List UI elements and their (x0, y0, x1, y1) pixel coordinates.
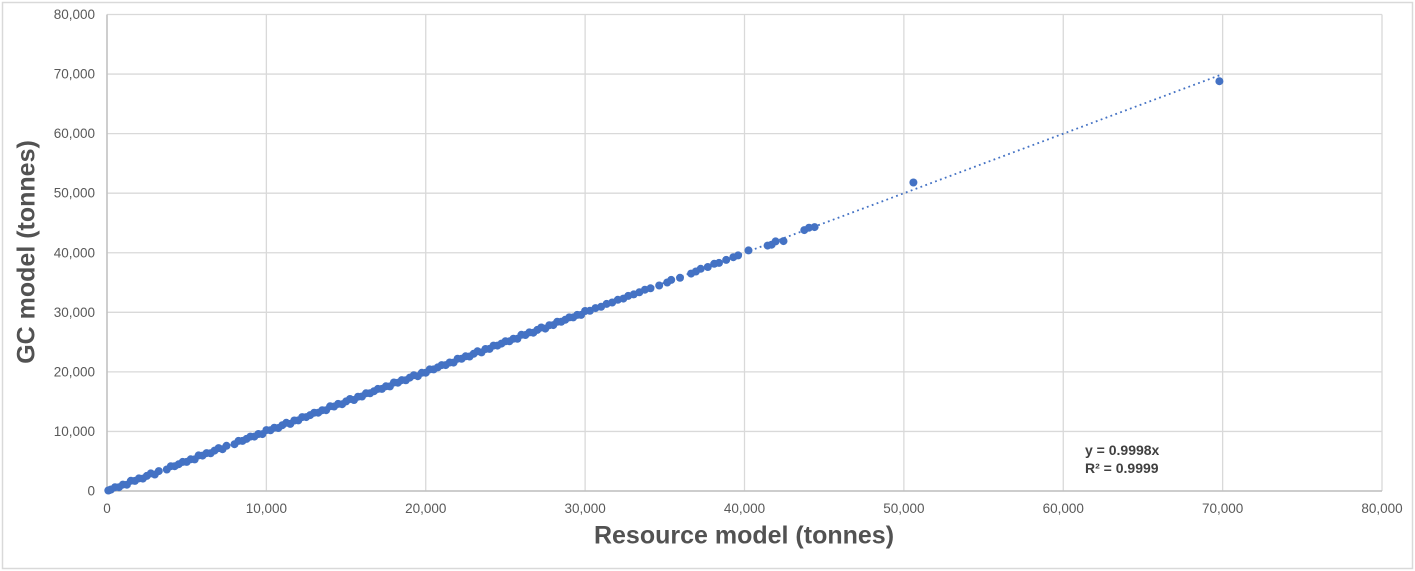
y-tick-label: 10,000 (54, 424, 95, 439)
data-point (667, 275, 676, 284)
y-tick-labels: 0 10,000 20,000 30,000 40,000 50,000 60,000 70,… (54, 7, 95, 499)
y-tick-label: 30,000 (54, 305, 95, 320)
data-point (734, 251, 743, 260)
x-tick-label: 40,000 (724, 501, 765, 516)
y-tick-label: 50,000 (54, 186, 95, 201)
data-point (676, 273, 684, 282)
data-point (771, 237, 780, 246)
y-axis-title: GC model (tonnes) (12, 140, 41, 364)
data-point (222, 441, 231, 450)
data-point (703, 263, 712, 271)
data-point (715, 258, 723, 267)
data-point (1215, 77, 1224, 86)
y-tick-label: 20,000 (54, 364, 95, 379)
trendline-equation-line: y = 0.9998x (1085, 442, 1160, 458)
y-tick-label: 70,000 (54, 67, 95, 82)
trendline-equation: y = 0.9998x R² = 0.9999 (1085, 441, 1159, 477)
data-point (810, 223, 819, 232)
data-point (909, 178, 918, 187)
data-point (744, 246, 753, 255)
data-point (696, 264, 705, 273)
data-point (646, 284, 655, 293)
x-tick-label: 50,000 (883, 501, 924, 516)
data-point (722, 255, 731, 264)
x-tick-label: 10,000 (246, 501, 287, 516)
data-point (655, 281, 664, 290)
x-tick-label: 80,000 (1361, 501, 1402, 516)
gridlines (106, 13, 1383, 492)
x-tick-label: 60,000 (1043, 501, 1084, 516)
x-tick-label: 70,000 (1202, 501, 1243, 516)
x-tick-labels: 0 10,000 20,000 30,000 40,000 50,000 60,000 70,… (103, 501, 1402, 516)
trendline-r-squared: R² = 0.9999 (1085, 460, 1159, 476)
data-point (779, 237, 788, 246)
data-point (154, 467, 163, 476)
y-tick-label: 0 (87, 484, 95, 499)
x-axis-title: Resource model (tonnes) (593, 521, 895, 550)
x-tick-label: 0 (103, 501, 111, 516)
x-tick-label: 30,000 (564, 501, 605, 516)
y-tick-label: 80,000 (54, 7, 95, 22)
y-tick-label: 60,000 (54, 126, 95, 141)
scatter-points (104, 77, 1224, 495)
x-tick-label: 20,000 (405, 501, 446, 516)
y-tick-label: 40,000 (54, 245, 95, 260)
